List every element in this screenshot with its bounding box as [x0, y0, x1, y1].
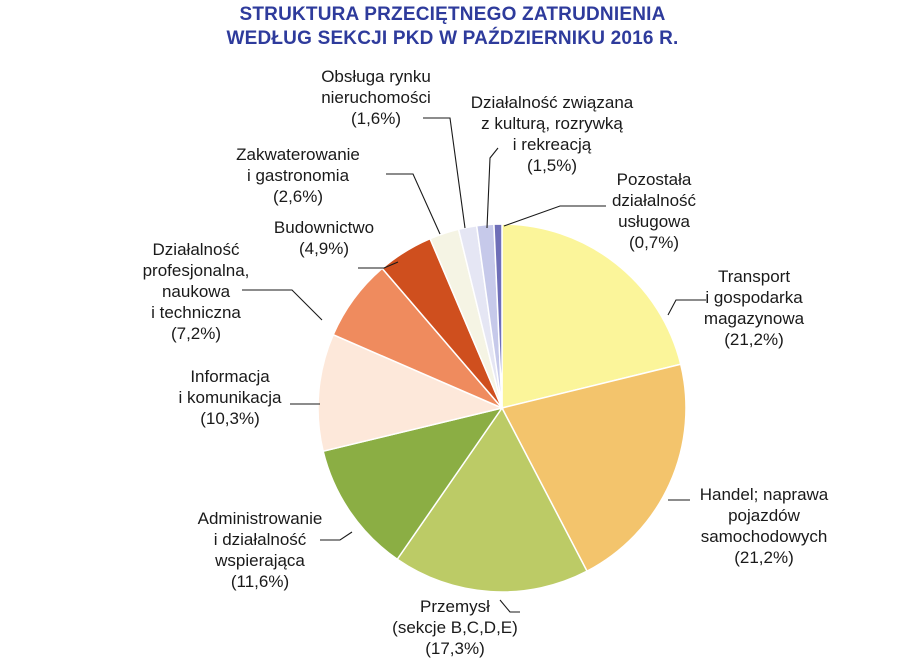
slice-label-line: profesjonalna,: [143, 261, 250, 280]
leader-line: [320, 531, 353, 541]
chart-title: STRUKTURA PRZECIĘTNEGO ZATRUDNIENIA WEDŁ…: [0, 3, 905, 51]
slice-label-line: Działalność: [153, 240, 240, 259]
pie-slice: [396, 406, 589, 593]
slice-label: Informacja i komunikacja (10,3%): [179, 367, 283, 428]
slice-label-line: (17,3%): [425, 639, 485, 658]
slice-label-line: (21,2%): [724, 330, 784, 349]
pie-slice: [500, 363, 687, 573]
leader-lines: [242, 117, 706, 613]
leader-line: [486, 147, 499, 229]
leader-line: [499, 599, 520, 613]
slice-label-line: (0,7%): [629, 233, 679, 252]
slice-label: Pozostała działalność usługowa (0,7%): [612, 170, 697, 252]
pie-slice: [501, 223, 682, 409]
slice-label-line: (11,6%): [231, 572, 289, 591]
slice-label: Działalność związana z kulturą, rozrywką i…: [471, 93, 634, 175]
slice-label-line: (sekcje B,C,D,E): [392, 618, 518, 637]
pie-slice: [317, 333, 505, 453]
slice-label: Obsługa rynku nieruchomości (1,6%): [321, 67, 431, 128]
slice-labels: Transport i gospodarka magazynowa (21,2%)Ha…: [143, 67, 829, 658]
slice-label-line: naukowa: [162, 282, 231, 301]
slice-label-line: Budownictwo: [274, 218, 374, 237]
slice-label-line: (21,2%): [734, 548, 794, 567]
slice-label: Handel; naprawa pojazdów samochodowych (21,…: [700, 485, 829, 567]
slice-label: Administrowanie i działalność wspierająca (…: [198, 509, 323, 591]
slice-label-line: i techniczna: [151, 303, 241, 322]
slice-label-line: pojazdów: [728, 506, 801, 525]
pie-slice: [493, 223, 503, 409]
slice-label-line: (7,2%): [171, 324, 221, 343]
slice-label: Transport i gospodarka magazynowa (21,2%): [704, 267, 805, 349]
slice-label-line: i działalność: [214, 530, 307, 549]
slice-label: Przemysł (sekcje B,C,D,E) (17,3%): [392, 597, 518, 658]
slice-label-line: i komunikacja: [179, 388, 283, 407]
slice-label-line: Zakwaterowanie: [236, 145, 360, 164]
leader-line: [242, 289, 323, 321]
slice-label-line: usługowa: [618, 212, 690, 231]
slice-label-line: wspierająca: [214, 551, 305, 570]
slice-label-line: samochodowych: [701, 527, 828, 546]
slice-label: Budownictwo (4,9%): [274, 218, 374, 258]
chart-title-line-2: WEDŁUG SEKCJI PKD W PAŹDZIERNIKU 2016 R.: [226, 28, 679, 49]
slice-label-line: i gospodarka: [705, 288, 803, 307]
pie-slice: [322, 406, 504, 561]
leader-line: [503, 205, 606, 227]
slice-label-line: Administrowanie: [198, 509, 323, 528]
slice-label-line: z kulturą, rozrywką: [481, 114, 623, 133]
slice-label-line: i gastronomia: [247, 166, 350, 185]
slice-label-line: magazynowa: [704, 309, 805, 328]
leader-line: [667, 299, 706, 316]
slice-label: Działalność profesjonalna, naukowa i techni…: [143, 240, 250, 343]
slice-label-line: nieruchomości: [321, 88, 431, 107]
slice-label-line: Pozostała: [617, 170, 692, 189]
leader-line: [358, 261, 399, 269]
slice-label-line: (10,3%): [200, 409, 260, 428]
slice-label-line: i rekreacją: [513, 135, 592, 154]
slice-label-line: Przemysł: [420, 597, 490, 616]
slice-label-line: Informacja: [190, 367, 270, 386]
slice-label-line: (2,6%): [273, 187, 323, 206]
slice-label-line: działalność: [612, 191, 697, 210]
chart-title-line-1: STRUKTURA PRZECIĘTNEGO ZATRUDNIENIA: [239, 4, 666, 25]
slice-label: Zakwaterowanie i gastronomia (2,6%): [236, 145, 360, 206]
leader-line: [386, 173, 441, 235]
slice-label-line: (4,9%): [299, 239, 349, 258]
pie-slices: [317, 223, 687, 593]
slice-label-line: Obsługa rynku: [321, 67, 431, 86]
slice-label-line: (1,5%): [527, 156, 577, 175]
slice-label-line: Działalność związana: [471, 93, 634, 112]
slice-label-line: Transport: [718, 267, 790, 286]
slice-label-line: (1,6%): [351, 109, 401, 128]
slice-label-line: Handel; naprawa: [700, 485, 829, 504]
leader-line: [423, 117, 466, 229]
